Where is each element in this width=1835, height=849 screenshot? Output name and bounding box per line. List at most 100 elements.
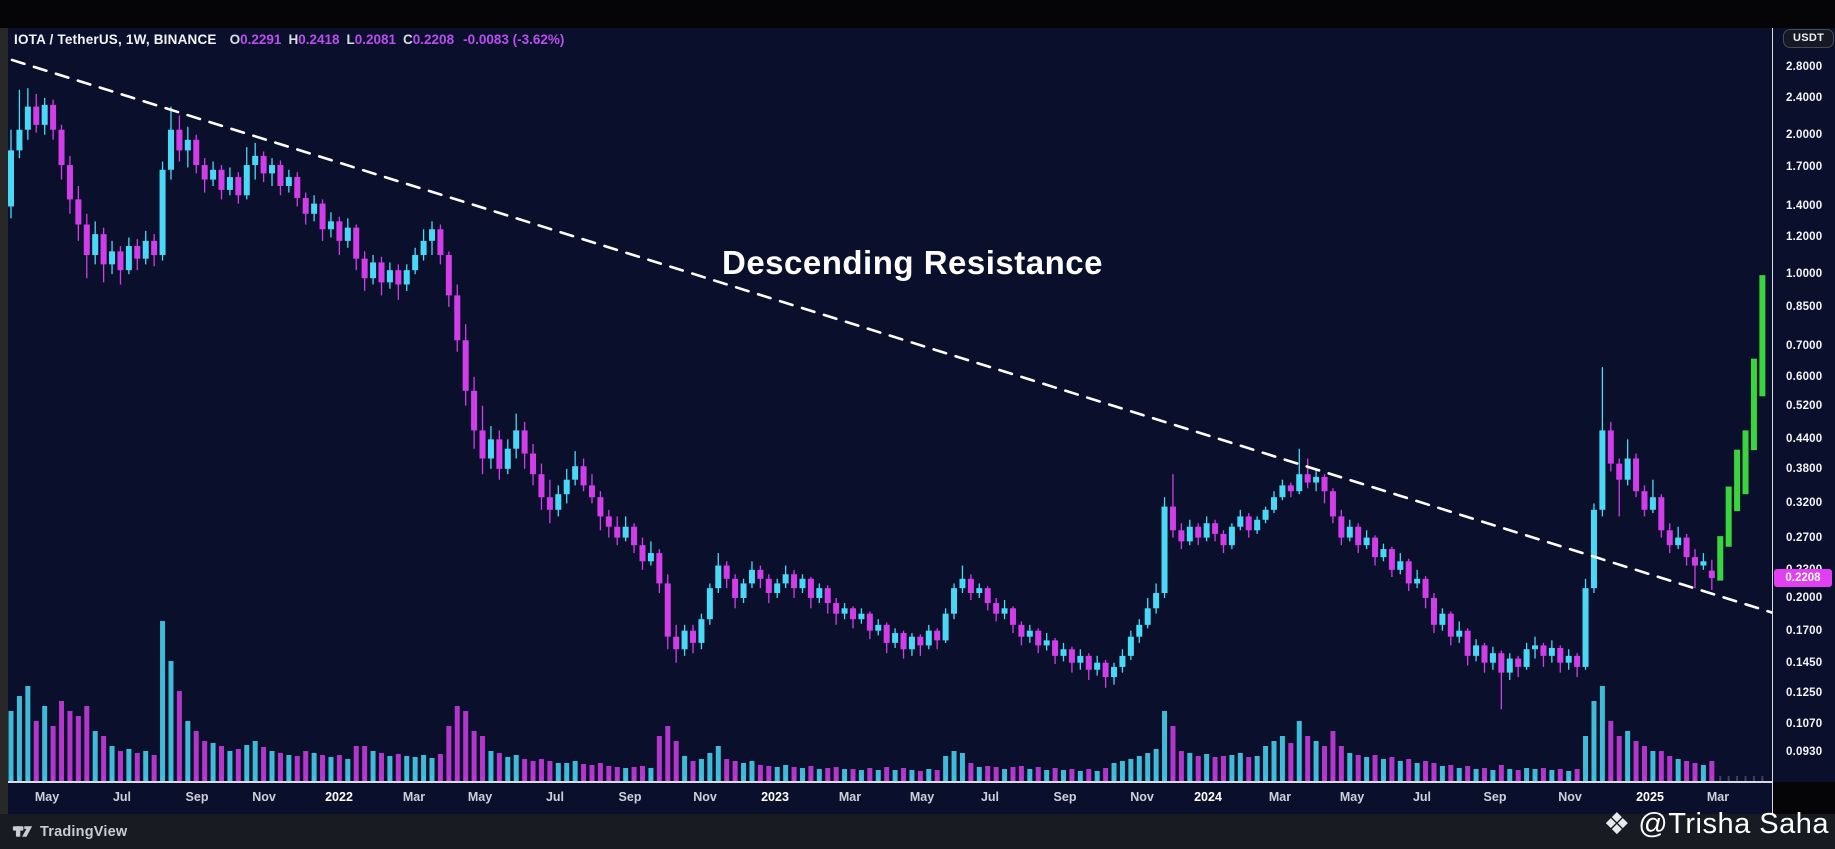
currency-toggle-button[interactable]: USDT (1783, 29, 1835, 48)
tradingview-brand[interactable]: TradingView (12, 821, 127, 842)
candle[interactable] (260, 155, 267, 174)
candle[interactable] (235, 177, 242, 196)
candle[interactable] (883, 624, 890, 643)
candle[interactable] (1372, 537, 1379, 558)
candle[interactable] (420, 240, 427, 255)
candle[interactable] (134, 246, 141, 259)
candle[interactable] (959, 578, 966, 589)
candle[interactable] (513, 430, 520, 449)
candle[interactable] (875, 624, 882, 631)
projected-candle[interactable] (1750, 358, 1757, 451)
candle[interactable] (252, 155, 259, 166)
candle[interactable] (193, 139, 200, 166)
candle[interactable] (1195, 526, 1202, 538)
candle[interactable] (159, 169, 166, 255)
candle[interactable] (563, 479, 570, 495)
candle[interactable] (302, 198, 309, 214)
time-axis[interactable]: May Jul Sep Nov 2022 Mar May Jul Sep Nov 2023 Mar Ma… (0, 782, 1772, 815)
candle[interactable] (504, 448, 511, 469)
candle[interactable] (555, 494, 562, 510)
candle[interactable] (1313, 476, 1320, 483)
candle[interactable] (1481, 645, 1488, 663)
candle[interactable] (1464, 630, 1471, 656)
candle[interactable] (1296, 474, 1303, 492)
candle[interactable] (1548, 647, 1555, 656)
candle[interactable] (1633, 458, 1640, 492)
candle[interactable] (664, 583, 671, 637)
candle[interactable] (1430, 597, 1437, 625)
candle[interactable] (1237, 516, 1244, 527)
candle[interactable] (142, 240, 149, 259)
candle[interactable] (1153, 593, 1160, 609)
candle[interactable] (100, 234, 107, 265)
candle[interactable] (201, 165, 208, 180)
candle[interactable] (1532, 645, 1539, 650)
candle[interactable] (1136, 624, 1143, 637)
candle[interactable] (723, 565, 730, 579)
candle[interactable] (176, 129, 183, 151)
candle[interactable] (715, 565, 722, 589)
candle[interactable] (50, 104, 57, 130)
candle[interactable] (1228, 526, 1235, 546)
candle[interactable] (1616, 463, 1623, 480)
candle[interactable] (1439, 613, 1446, 625)
candle[interactable] (748, 569, 755, 584)
candle[interactable] (656, 553, 663, 584)
candle[interactable] (698, 619, 705, 643)
candle[interactable] (319, 203, 326, 230)
candle[interactable] (83, 224, 90, 255)
candle[interactable] (1355, 526, 1362, 546)
candle[interactable] (917, 636, 924, 646)
candle[interactable] (765, 578, 772, 594)
candle[interactable] (791, 574, 798, 589)
candle[interactable] (614, 526, 621, 538)
candle[interactable] (58, 129, 65, 166)
candle[interactable] (572, 466, 579, 480)
candle[interactable] (92, 234, 99, 255)
candle[interactable] (210, 169, 217, 180)
candle[interactable] (117, 251, 124, 271)
candle[interactable] (942, 613, 949, 641)
candle[interactable] (1169, 506, 1176, 531)
candle[interactable] (1262, 509, 1269, 520)
candle[interactable] (1085, 655, 1092, 670)
candle[interactable] (1388, 549, 1395, 570)
candle[interactable] (327, 221, 334, 230)
candle[interactable] (361, 258, 368, 279)
candle[interactable] (1590, 509, 1597, 589)
candle[interactable] (1700, 561, 1707, 566)
candle[interactable] (951, 588, 958, 614)
candle[interactable] (1287, 485, 1294, 492)
projected-candle[interactable] (1717, 536, 1724, 581)
candle[interactable] (993, 603, 1000, 614)
candle[interactable] (850, 608, 856, 620)
candle[interactable] (1397, 561, 1404, 570)
candle[interactable] (833, 603, 840, 614)
candle[interactable] (1338, 516, 1345, 538)
candle[interactable] (580, 466, 587, 486)
candle[interactable] (1279, 485, 1286, 498)
candle[interactable] (1161, 506, 1168, 594)
candle[interactable] (521, 430, 528, 454)
candle[interactable] (8, 150, 14, 207)
candle[interactable] (462, 340, 469, 391)
candle[interactable] (1094, 662, 1101, 670)
candle[interactable] (782, 574, 789, 584)
candle[interactable] (740, 583, 747, 598)
trendline-annotation-text[interactable]: Descending Resistance (722, 244, 1103, 281)
price-axis[interactable]: 2.8000 2.4000 2.0000 1.7000 1.4000 1.2000 1.00… (1772, 28, 1835, 782)
candle[interactable] (412, 254, 419, 271)
candle[interactable] (976, 588, 983, 594)
candle[interactable] (934, 630, 941, 641)
candle[interactable] (1565, 655, 1572, 663)
candle[interactable] (1414, 578, 1421, 584)
descending-resistance-trendline[interactable] (10, 58, 1774, 614)
candle[interactable] (370, 262, 377, 279)
candle[interactable] (277, 165, 284, 186)
candle[interactable] (1001, 608, 1008, 614)
candle[interactable] (1489, 653, 1496, 663)
candle[interactable] (1380, 549, 1387, 558)
candle[interactable] (454, 295, 461, 341)
candle[interactable] (1498, 653, 1505, 673)
candle[interactable] (24, 106, 31, 130)
